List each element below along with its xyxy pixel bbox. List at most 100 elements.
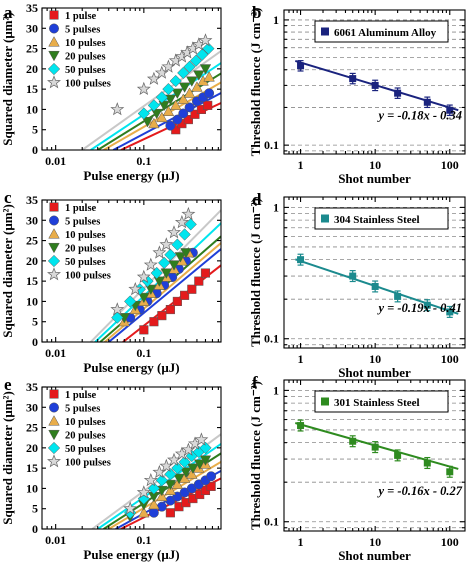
legend-label: 5 pulses xyxy=(65,217,100,228)
y-tick-label: 0 xyxy=(32,522,38,536)
x-axis-label: Pulse energy (μJ) xyxy=(83,168,179,183)
y-tick-label: 10 xyxy=(26,481,38,495)
y-tick-label: 25 xyxy=(26,234,38,248)
data-point xyxy=(191,81,203,92)
legend-box xyxy=(314,207,449,230)
data-point xyxy=(183,87,196,98)
data-point xyxy=(446,106,454,114)
y-axis-label: Squared diameter (μm²) xyxy=(0,12,15,146)
data-point xyxy=(189,54,203,67)
legend-label: 10 pulses xyxy=(65,38,106,49)
legend: 304 Stainless Steel xyxy=(314,207,449,230)
data-point xyxy=(371,443,379,451)
data-point xyxy=(165,304,175,315)
fit-line xyxy=(81,50,221,150)
data-point xyxy=(162,82,175,96)
plot-frame xyxy=(41,199,222,343)
data-point xyxy=(171,478,184,489)
data-point xyxy=(178,108,189,119)
data-point xyxy=(111,311,124,324)
legend-marker xyxy=(321,27,329,36)
plot-frame xyxy=(41,386,222,530)
data-point xyxy=(206,481,216,491)
legend-marker xyxy=(49,389,59,399)
x-axis-label: Pulse energy (μJ) xyxy=(83,360,179,375)
data-points xyxy=(123,432,217,523)
data-point xyxy=(198,33,213,47)
data-point xyxy=(187,463,199,474)
y-tick-label: 20 xyxy=(26,254,38,268)
y-tick-label: 15 xyxy=(26,274,38,288)
x-axis-label: Pulse energy (μJ) xyxy=(83,547,179,562)
y-tick-label: 0 xyxy=(32,143,38,157)
y-tick-label: 35 xyxy=(26,380,38,394)
data-point xyxy=(371,282,379,290)
data-point xyxy=(178,455,191,469)
y-axis-label: Squared diameter (μm²) xyxy=(0,391,15,525)
legend-marker xyxy=(49,215,59,226)
data-point xyxy=(204,88,215,99)
plot-frame xyxy=(41,7,222,151)
legend-label: 10 pulses xyxy=(65,417,106,428)
data-point xyxy=(190,109,200,119)
x-tick-label: 1 xyxy=(298,535,304,549)
x-tick-label: 0.01 xyxy=(45,533,66,547)
legend-marker xyxy=(47,267,61,281)
legend-marker xyxy=(47,454,61,468)
legend-label: 100 pulses xyxy=(65,271,111,282)
data-point xyxy=(423,459,431,467)
data-point xyxy=(164,468,177,481)
data-point xyxy=(170,99,182,110)
legend-label: 50 pulses xyxy=(65,257,106,268)
x-tick-label: 1 xyxy=(298,158,304,172)
data-point xyxy=(177,93,189,104)
data-point xyxy=(138,506,150,518)
x-tick-label: 100 xyxy=(441,535,459,549)
x-tick-label: 1 xyxy=(298,352,304,366)
panel-letter: f xyxy=(252,373,258,392)
y-tick-label: 1 xyxy=(273,200,279,214)
y-tick-label: 25 xyxy=(26,421,38,435)
legend: 301 Stainless Steel xyxy=(314,390,449,413)
legend: 6061 Aluminum Alloy xyxy=(314,20,449,43)
legend-label: 6061 Aluminum Alloy xyxy=(334,27,437,39)
x-tick-label: 0.1 xyxy=(136,533,151,547)
y-tick-label: 5 xyxy=(32,502,38,516)
data-point xyxy=(148,498,160,510)
plot-frame xyxy=(283,379,466,532)
data-point xyxy=(394,89,402,97)
x-tick-label: 0.1 xyxy=(136,346,151,360)
data-point xyxy=(148,507,159,518)
x-tick-label: 0.01 xyxy=(45,154,66,168)
y-axis-label: Threshold fluence (J cm⁻²) xyxy=(248,381,263,530)
y-axis-label: Threshold fluence (J cm⁻²) xyxy=(248,198,263,347)
y-tick-label: 1 xyxy=(273,383,279,397)
data-point xyxy=(150,108,163,120)
y-tick-label: 10 xyxy=(26,102,38,116)
data-point xyxy=(162,105,175,117)
legend-label: 1 pulse xyxy=(65,203,97,214)
legend-marker xyxy=(47,254,61,268)
legend-box xyxy=(314,20,449,43)
panel-b: b 0.1 1 1 10 100 Shot number Threshold fluence … xyxy=(248,3,466,186)
data-point xyxy=(394,451,402,459)
data-point xyxy=(180,467,192,479)
y-tick-label: 5 xyxy=(32,123,38,137)
legend-label: 20 pulses xyxy=(65,431,106,442)
data-point xyxy=(110,302,125,316)
y-tick-label: 20 xyxy=(26,62,38,76)
data-point xyxy=(371,81,379,89)
data-point xyxy=(156,501,167,512)
y-tick-label: 0.1 xyxy=(264,515,279,529)
data-point xyxy=(174,252,187,263)
legend-label: 301 Stainless Steel xyxy=(334,397,420,409)
data-point xyxy=(178,228,191,241)
data-point xyxy=(167,225,181,239)
data-point xyxy=(161,59,176,73)
data-point xyxy=(423,98,431,106)
y-tick-label: 0.1 xyxy=(264,332,279,346)
x-tick-label: 10 xyxy=(369,352,381,366)
x-axis-label: Shot number xyxy=(338,171,411,186)
